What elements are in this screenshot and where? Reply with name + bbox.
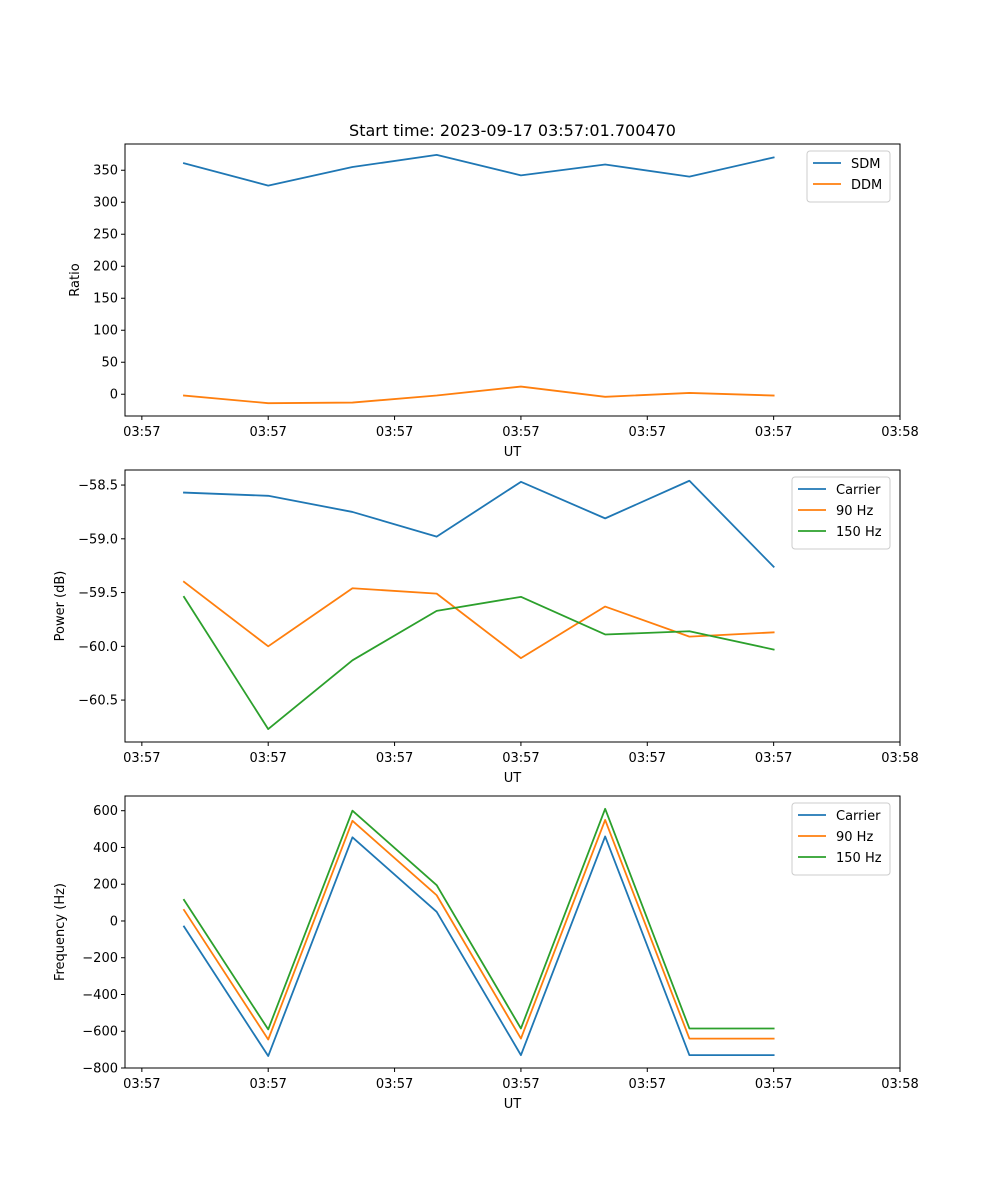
legend-label: Carrier <box>836 809 881 824</box>
y-tick-label: 0 <box>110 914 118 929</box>
x-tick-label: 03:57 <box>376 751 413 766</box>
x-tick-label: 03:57 <box>755 751 792 766</box>
chart-title: Start time: 2023-09-17 03:57:01.700470 <box>349 121 676 140</box>
x-tick-label: 03:57 <box>376 1077 413 1092</box>
x-tick-label: 03:57 <box>629 425 666 440</box>
legend-label: 90 Hz <box>836 504 873 519</box>
x-tick-label: 03:57 <box>502 751 539 766</box>
y-tick-label: 250 <box>93 228 118 243</box>
legend-label: Carrier <box>836 483 881 498</box>
x-axis-label: UT <box>504 1097 522 1112</box>
y-tick-label: −59.0 <box>78 532 118 547</box>
x-tick-label: 03:57 <box>629 751 666 766</box>
x-tick-label: 03:57 <box>123 751 160 766</box>
series-line-carrier <box>182 835 775 1057</box>
series-line-sdm <box>182 153 775 187</box>
x-tick-label: 03:57 <box>249 425 286 440</box>
y-tick-label: 0 <box>110 388 118 403</box>
x-tick-label: 03:57 <box>249 751 286 766</box>
legend: Carrier 90 Hz 150 Hz <box>791 802 891 876</box>
x-tick-label: 03:57 <box>123 1077 160 1092</box>
legend: Carrier 90 Hz 150 Hz <box>791 476 891 550</box>
legend-label: SDM <box>851 157 880 172</box>
series-line-150-hz <box>182 595 775 730</box>
x-axis-label: UT <box>504 445 522 460</box>
series-line-150-hz <box>182 807 775 1031</box>
legend-label: 90 Hz <box>836 830 873 845</box>
y-tick-label: −60.5 <box>78 694 118 709</box>
y-tick-label: 200 <box>93 878 118 893</box>
legend-label: 150 Hz <box>836 525 882 540</box>
y-tick-label: −600 <box>82 1025 118 1040</box>
y-axis-label: Power (dB) <box>53 571 68 642</box>
x-tick-label: 03:58 <box>881 751 918 766</box>
axes-frame <box>124 469 901 743</box>
y-tick-label: −59.5 <box>78 586 118 601</box>
series-line-90-hz <box>182 818 775 1041</box>
y-tick-label: 150 <box>93 292 118 307</box>
legend-label: 150 Hz <box>836 851 882 866</box>
x-tick-label: 03:57 <box>249 1077 286 1092</box>
series-line-ddm <box>182 385 775 405</box>
x-tick-label: 03:57 <box>629 1077 666 1092</box>
x-tick-label: 03:57 <box>123 425 160 440</box>
y-tick-label: −400 <box>82 988 118 1003</box>
y-axis-label: Ratio <box>68 263 83 296</box>
x-tick-label: 03:58 <box>881 425 918 440</box>
panel-3: 03:57 03:57 03:57 03:57 03:57 03:57 03:58 600 40… <box>53 795 919 1112</box>
legend-label: DDM <box>851 178 882 193</box>
y-tick-label: 350 <box>93 164 118 179</box>
x-tick-label: 03:57 <box>502 425 539 440</box>
axes-frame <box>124 143 901 417</box>
panel-2: 03:57 03:57 03:57 03:57 03:57 03:57 03:58 −58.5… <box>53 469 919 786</box>
y-tick-label: 400 <box>93 841 118 856</box>
legend: SDM DDM <box>806 150 891 203</box>
x-tick-label: 03:57 <box>502 1077 539 1092</box>
series-line-carrier <box>183 479 775 569</box>
y-axis-label: Frequency (Hz) <box>53 883 68 981</box>
y-tick-label: −200 <box>82 951 118 966</box>
y-tick-label: 600 <box>93 804 118 819</box>
y-tick-label: 100 <box>93 324 118 339</box>
x-tick-label: 03:58 <box>881 1077 918 1092</box>
y-tick-label: −58.5 <box>78 479 118 494</box>
x-tick-label: 03:57 <box>376 425 413 440</box>
x-axis-label: UT <box>504 771 522 786</box>
y-tick-label: −60.0 <box>78 640 118 655</box>
y-tick-label: 50 <box>101 356 118 371</box>
panels: 03:57 03:57 03:57 03:57 03:57 03:57 03:58 0 50 10… <box>53 143 919 1112</box>
y-tick-label: 300 <box>93 196 118 211</box>
y-tick-label: 200 <box>93 260 118 275</box>
axes-frame <box>124 795 901 1069</box>
x-tick-label: 03:57 <box>755 425 792 440</box>
panel-1: 03:57 03:57 03:57 03:57 03:57 03:57 03:58 0 50 10… <box>68 143 919 460</box>
x-tick-label: 03:57 <box>755 1077 792 1092</box>
y-tick-label: −800 <box>82 1062 118 1077</box>
